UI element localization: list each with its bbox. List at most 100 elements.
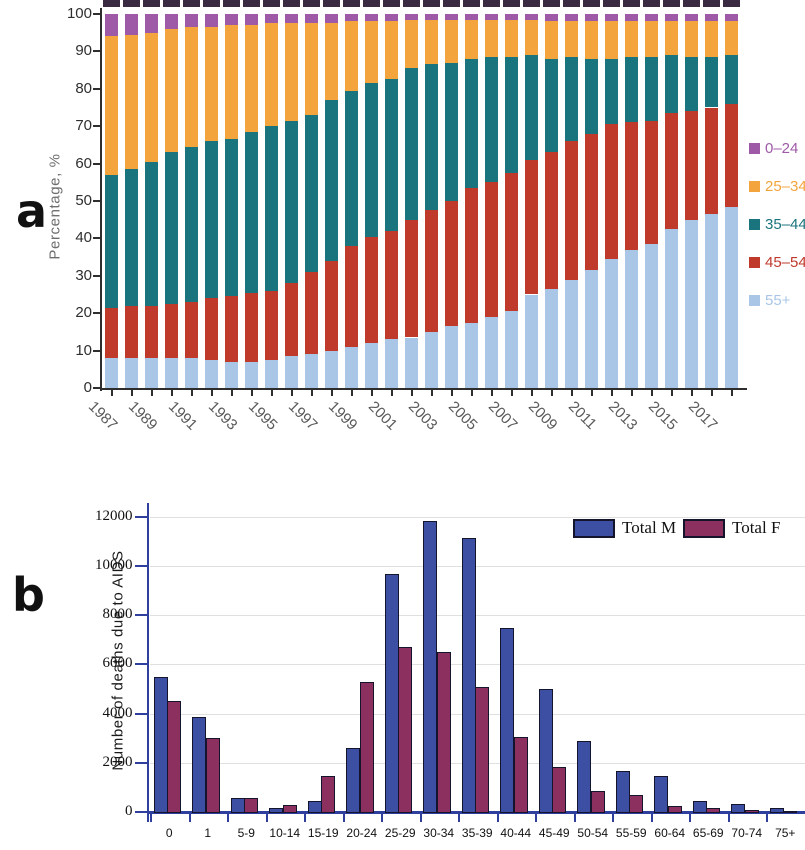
panel-a-top-strip-segment <box>323 0 340 7</box>
panel-b-x-tick <box>573 813 576 822</box>
stacked-bar-segment <box>245 292 258 362</box>
bar-total-f <box>667 805 682 813</box>
stacked-bar-segment <box>345 245 358 347</box>
panel-a-top-strip-segment <box>103 0 120 7</box>
stacked-bar-segment <box>325 260 338 351</box>
legend-item-25–34: 25–34 <box>749 178 805 195</box>
stacked-bar-segment <box>265 290 278 360</box>
panel-b-x-tick <box>342 813 345 822</box>
stacked-bar-segment <box>505 19 518 57</box>
stacked-bar-segment <box>505 57 518 173</box>
bar-total-f <box>513 737 528 813</box>
panel-b-y-tick-label: 2000 <box>102 753 133 770</box>
panel-a-top-strip-segment <box>223 0 240 7</box>
stacked-bar-segment <box>625 122 638 250</box>
panel-b-x-tick-label: 30-34 <box>423 826 455 840</box>
panel-a-x-tick <box>531 390 533 396</box>
stacked-bar-segment <box>525 294 538 388</box>
panel-a-y-tick-label: 90 <box>75 42 92 60</box>
panel-a-top-strip-segment <box>663 0 680 7</box>
panel-b-x-tick <box>265 813 268 822</box>
stacked-bar-segment <box>685 111 698 220</box>
stacked-bar-segment <box>225 14 238 26</box>
panel-b-gridline <box>150 615 805 617</box>
panel-b-x-tick <box>304 813 306 822</box>
panel-a-x-tick <box>111 390 113 396</box>
panel-a-y-tick <box>93 237 100 240</box>
panel-a-x-tick-label: 2017 <box>684 398 721 434</box>
panel-a-x-tick <box>231 390 233 396</box>
panel-b-x-tick-label: 65-69 <box>692 826 724 840</box>
stacked-bar-segment <box>205 27 218 142</box>
stacked-bar-segment <box>405 14 418 20</box>
stacked-bar-segment <box>665 14 678 22</box>
panel-b-x-tick <box>650 813 653 822</box>
stacked-bar-segment <box>565 21 578 57</box>
stacked-bar-segment <box>665 113 678 230</box>
stacked-bar-segment <box>645 244 658 388</box>
bar-total-m <box>230 798 245 813</box>
panel-b-x-tick <box>612 813 614 822</box>
panel-a-x-tick <box>371 390 373 396</box>
stacked-bar-segment <box>105 307 118 359</box>
panel-a-x-tick <box>671 390 673 396</box>
stacked-bar-segment <box>545 152 558 289</box>
panel-a-top-strip-segment <box>123 0 140 7</box>
panel-a-x-tick-label: 2003 <box>404 398 441 434</box>
panel-a-y-tick <box>93 349 100 352</box>
panel-b-x-tick-label: 1 <box>204 826 212 840</box>
panel-a-y-tick <box>93 125 100 128</box>
bar-total-m <box>500 627 514 813</box>
panel-a-top-strip-segment <box>563 0 580 7</box>
stacked-bar-segment <box>325 23 338 100</box>
stacked-bar-segment <box>485 57 498 183</box>
stacked-bar-segment <box>145 305 158 359</box>
panel-b-y-tick <box>134 515 147 518</box>
panel-b-x-tick <box>496 813 499 822</box>
bar-total-f <box>167 701 181 813</box>
legend-swatch-icon <box>749 256 760 268</box>
legend-label: 45–54 <box>765 253 805 271</box>
stacked-bar-segment <box>625 249 638 388</box>
panel-a-x-tick-label: 2005 <box>444 398 481 434</box>
panel-a-y-tick <box>93 200 100 202</box>
panel-a-y-tick-label: 0 <box>83 379 92 396</box>
stacked-bar-segment <box>545 14 558 22</box>
panel-a-x-tick-label: 1989 <box>124 398 161 434</box>
legend-item-0–24: 0–24 <box>749 140 798 157</box>
panel-b-y-tick <box>134 761 147 764</box>
panel-b-x-tick-label: 20-24 <box>346 826 378 840</box>
stacked-bar-segment <box>365 236 378 344</box>
panel-a-y-tick-label: 30 <box>75 266 92 284</box>
stacked-bar-segment <box>165 358 178 388</box>
bar-total-f <box>321 776 335 813</box>
stacked-bar-segment <box>725 21 738 56</box>
panel-a-y-tick <box>93 387 100 389</box>
panel-a-y-tick-label: 20 <box>75 304 92 322</box>
stacked-bar-segment <box>625 14 638 22</box>
stacked-bar-segment <box>345 346 358 388</box>
bar-total-m <box>461 537 476 813</box>
panel-a-x-tick <box>711 390 713 396</box>
panel-a-top-strip-segment <box>583 0 600 7</box>
stacked-bar-segment <box>305 114 318 273</box>
panel-a-top-strip-segment <box>443 0 460 7</box>
bar-total-f <box>436 652 451 813</box>
stacked-bar-segment <box>725 103 738 207</box>
panel-a-top-strip-segment <box>543 0 560 7</box>
panel-a-y-tick <box>93 274 100 277</box>
stacked-bar-segment <box>225 25 238 140</box>
stacked-bar-segment <box>625 21 638 57</box>
stacked-bar-segment <box>425 19 438 65</box>
stacked-bar-segment <box>285 23 298 121</box>
stacked-bar-segment <box>165 28 178 153</box>
panel-b-x-tick <box>381 813 383 822</box>
stacked-bar-segment <box>585 14 598 22</box>
panel-a-y-tick-label: 50 <box>75 192 92 209</box>
stacked-bar-segment <box>345 90 358 246</box>
stacked-bar-segment <box>565 141 578 280</box>
stacked-bar-segment <box>645 14 658 22</box>
stacked-bar-segment <box>325 350 338 388</box>
stacked-bar-segment <box>665 21 678 56</box>
panel-b-x-tick-label: 15-19 <box>307 826 339 840</box>
